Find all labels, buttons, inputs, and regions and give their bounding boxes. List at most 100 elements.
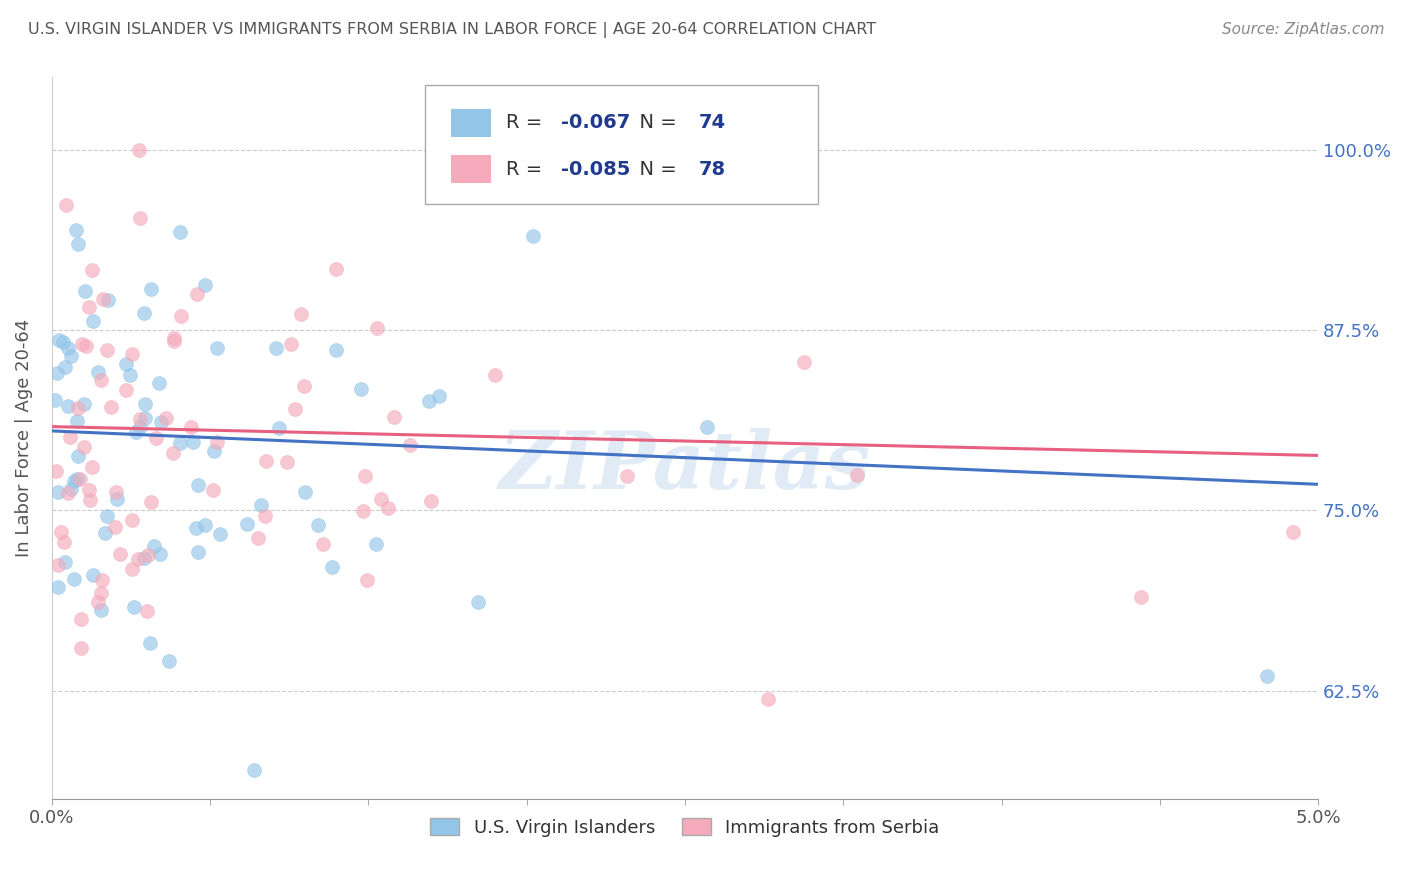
Point bbox=[399, 438, 422, 452]
Point bbox=[91, 292, 114, 306]
Point bbox=[149, 547, 172, 561]
Point bbox=[163, 331, 186, 345]
Point bbox=[100, 400, 122, 414]
Point bbox=[1256, 669, 1278, 683]
Legend: U.S. Virgin Islanders, Immigrants from Serbia: U.S. Virgin Islanders, Immigrants from S… bbox=[423, 811, 946, 844]
Point bbox=[87, 595, 110, 609]
Point bbox=[845, 468, 868, 483]
Point bbox=[79, 301, 101, 315]
Point bbox=[104, 520, 127, 534]
Point bbox=[364, 537, 387, 551]
Point bbox=[522, 229, 544, 244]
Point bbox=[59, 349, 82, 363]
Point bbox=[205, 434, 228, 449]
Point bbox=[77, 483, 100, 497]
Point bbox=[96, 509, 118, 524]
Point bbox=[382, 410, 405, 425]
Point bbox=[56, 399, 79, 413]
Point bbox=[724, 178, 747, 193]
Point bbox=[121, 513, 143, 527]
Point bbox=[128, 143, 150, 157]
Point bbox=[325, 262, 347, 277]
Point bbox=[134, 411, 156, 425]
Point bbox=[127, 551, 149, 566]
Point bbox=[194, 518, 217, 533]
Point bbox=[94, 525, 117, 540]
Point bbox=[236, 516, 259, 531]
Point bbox=[82, 313, 104, 327]
FancyBboxPatch shape bbox=[426, 85, 818, 203]
Point bbox=[82, 567, 104, 582]
Point bbox=[155, 410, 177, 425]
Point bbox=[73, 397, 96, 411]
Point bbox=[63, 474, 86, 488]
Point bbox=[91, 573, 114, 587]
Point bbox=[354, 469, 377, 483]
Point bbox=[90, 373, 112, 387]
Point bbox=[65, 472, 87, 486]
Point bbox=[356, 573, 378, 587]
Point bbox=[114, 357, 136, 371]
Point bbox=[46, 558, 69, 573]
Bar bbox=[451, 155, 491, 183]
Text: N =: N = bbox=[627, 113, 683, 132]
Point bbox=[321, 560, 343, 574]
Point bbox=[143, 539, 166, 553]
Point bbox=[122, 599, 145, 614]
Point bbox=[202, 443, 225, 458]
Text: U.S. VIRGIN ISLANDER VS IMMIGRANTS FROM SERBIA IN LABOR FORCE | AGE 20-64 CORREL: U.S. VIRGIN ISLANDER VS IMMIGRANTS FROM … bbox=[28, 22, 876, 38]
Point bbox=[1281, 524, 1303, 539]
Point bbox=[44, 392, 66, 407]
Point bbox=[121, 347, 143, 361]
Point bbox=[696, 420, 718, 434]
Point bbox=[467, 595, 489, 609]
Point bbox=[125, 425, 148, 439]
Text: Source: ZipAtlas.com: Source: ZipAtlas.com bbox=[1222, 22, 1385, 37]
Point bbox=[616, 469, 638, 483]
Point bbox=[418, 394, 440, 409]
Point bbox=[325, 343, 347, 358]
Point bbox=[148, 376, 170, 390]
Point bbox=[52, 335, 75, 350]
Point bbox=[105, 492, 128, 507]
Point bbox=[134, 306, 156, 320]
Text: R =: R = bbox=[506, 160, 548, 178]
Point bbox=[52, 535, 75, 549]
Point bbox=[128, 211, 150, 226]
Point bbox=[48, 485, 70, 500]
Point bbox=[80, 262, 103, 277]
Text: 78: 78 bbox=[699, 160, 725, 178]
Point bbox=[138, 636, 160, 650]
Point bbox=[90, 603, 112, 617]
Point bbox=[108, 547, 131, 561]
Point bbox=[254, 509, 277, 524]
Point bbox=[181, 435, 204, 450]
Point bbox=[350, 382, 373, 396]
Point bbox=[75, 284, 97, 298]
Text: R =: R = bbox=[506, 113, 548, 132]
Point bbox=[69, 472, 91, 486]
Point bbox=[55, 198, 77, 212]
Point bbox=[121, 562, 143, 576]
Point bbox=[793, 355, 815, 369]
Point bbox=[132, 551, 155, 566]
Point bbox=[249, 498, 271, 512]
Point bbox=[756, 692, 779, 706]
Bar bbox=[451, 109, 491, 136]
Point bbox=[66, 450, 89, 464]
Point bbox=[484, 368, 506, 383]
Point bbox=[128, 420, 150, 434]
Point bbox=[80, 460, 103, 475]
Point bbox=[104, 484, 127, 499]
Point bbox=[66, 828, 89, 842]
Point bbox=[139, 282, 162, 296]
Point bbox=[46, 367, 69, 381]
Point bbox=[135, 604, 157, 618]
Point bbox=[187, 545, 209, 559]
Point bbox=[139, 494, 162, 508]
Text: -0.085: -0.085 bbox=[561, 160, 630, 178]
Point bbox=[352, 504, 374, 518]
Point bbox=[311, 537, 333, 551]
Point bbox=[56, 485, 79, 500]
Point bbox=[377, 501, 399, 516]
